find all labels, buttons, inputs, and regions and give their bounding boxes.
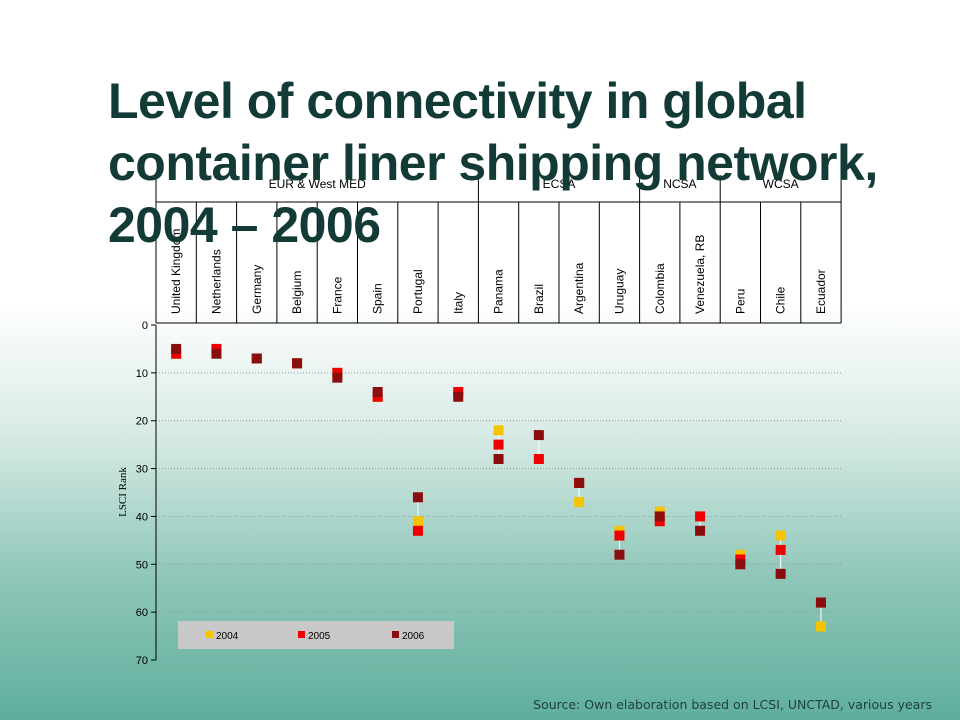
country-label-uruguay: Uruguay (612, 269, 626, 314)
data-points (171, 343, 826, 632)
legend-label-2006: 2006 (402, 631, 425, 642)
point-2005-chile (775, 544, 786, 555)
country-label-panama: Panama (492, 269, 506, 314)
point-2006-spain (372, 387, 383, 397)
y-tick-label: 10 (136, 368, 148, 380)
y-axis: 0 10 20 30 40 50 60 70 LSCI Rank (117, 320, 157, 667)
region-label-ncsa: NCSA (663, 177, 696, 191)
region-label-eur-west-med: EUR & West MED (269, 177, 366, 191)
y-axis-label: LSCI Rank (117, 467, 129, 517)
country-label-portugal: Portugal (411, 269, 425, 314)
country-label-spain: Spain (371, 283, 385, 314)
point-2004-portugal (412, 516, 423, 527)
y-tick-label: 30 (136, 464, 148, 476)
page-title: Level of connectivity in global containe… (108, 73, 878, 253)
point-2006-chile (775, 568, 786, 579)
point-2006-italy (453, 391, 464, 402)
country-label-france: France (330, 276, 344, 314)
region-label-wcsa: WCSA (763, 177, 799, 191)
legend-box (178, 621, 454, 649)
point-2006-argentina (574, 477, 585, 488)
y-tick-label: 40 (136, 511, 148, 523)
country-label-italy: Italy (451, 292, 465, 314)
legend-swatch-2006 (392, 631, 399, 638)
legend-swatch-2004 (206, 631, 213, 638)
country-header-table: EUR & West MED ECSA NCSA WCSA United Kingdom… (155, 175, 842, 324)
source-note: Source: Own elaboration based on LCSI, U… (533, 697, 932, 712)
point-2006-united-kingdom (171, 343, 182, 354)
point-2004-chile (775, 530, 786, 541)
country-label-belgium: Belgium (290, 271, 304, 314)
point-2006-germany (251, 353, 262, 364)
legend-label-2005: 2005 (308, 631, 331, 642)
y-tick-label: 0 (142, 320, 148, 332)
point-2004-panama (493, 425, 504, 436)
country-label-brazil: Brazil (532, 284, 546, 314)
y-tick-label: 60 (136, 607, 148, 619)
chart-gridlines (156, 372, 842, 613)
country-label-colombia: Colombia (653, 263, 667, 314)
point-2004-ecuador (815, 621, 826, 632)
point-2006-belgium (292, 358, 303, 369)
point-2005-venezuela-rb (695, 511, 706, 522)
point-2005-panama (493, 439, 504, 450)
point-2005-brazil (533, 454, 544, 464)
region-label-ecsa: ECSA (543, 177, 576, 191)
y-tick-label: 50 (136, 559, 148, 571)
country-label-germany: Germany (250, 265, 264, 314)
point-2006-uruguay (614, 549, 625, 560)
point-2006-peru (735, 559, 746, 570)
point-2006-ecuador (815, 597, 826, 608)
country-label-peru: Peru (733, 289, 747, 314)
legend-label-2004: 2004 (216, 631, 239, 642)
point-2006-portugal (412, 492, 423, 503)
point-2005-portugal (412, 525, 423, 536)
point-2006-netherlands (211, 348, 222, 359)
point-2006-colombia (654, 511, 665, 522)
y-tick-label: 70 (136, 655, 148, 667)
country-label-chile: Chile (774, 286, 788, 314)
country-label-netherlands: Netherlands (209, 249, 223, 314)
point-2006-venezuela-rb (695, 525, 706, 536)
country-label-ecuador: Ecuador (814, 269, 828, 314)
country-label-argentina: Argentina (572, 262, 586, 314)
chart-legend: 2004 2005 2006 (178, 621, 454, 649)
country-label-venezuela-rb: Venezuela, RB (693, 235, 707, 314)
legend-swatch-2005 (298, 631, 305, 638)
point-2004-argentina (574, 497, 585, 508)
y-tick-label: 20 (136, 416, 148, 428)
point-2006-brazil (533, 430, 544, 441)
point-2005-uruguay (614, 530, 625, 541)
country-label-united-kingdom: United Kingdom (169, 229, 183, 314)
point-2006-panama (493, 454, 504, 464)
point-2006-france (332, 372, 343, 383)
